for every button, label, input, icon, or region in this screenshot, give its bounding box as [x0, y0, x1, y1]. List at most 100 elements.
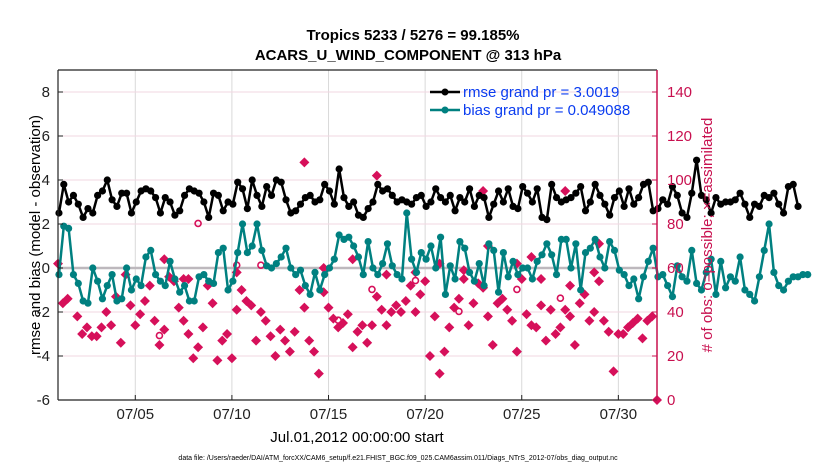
rmse-point [596, 191, 604, 199]
bias-point [494, 288, 503, 296]
y-left-axis-label: rmse and bias (model - observation) [27, 115, 44, 355]
rmse-point [755, 202, 764, 210]
bias-point [731, 277, 739, 285]
x-tick-label: 07/10 [213, 406, 251, 423]
obs-assimilated-marker [550, 329, 561, 339]
rmse-point [606, 211, 614, 219]
obs-assimilated-marker [381, 320, 392, 331]
rmse-point [219, 207, 227, 215]
obs-assimilated-marker [584, 315, 595, 326]
bias-point [335, 231, 343, 239]
obs-assimilated-marker [468, 298, 479, 309]
obs-assimilated-marker [251, 335, 262, 346]
obs-assimilated-marker [400, 296, 411, 306]
rmse-point [514, 205, 522, 213]
bias-point [567, 264, 575, 272]
bias-point [697, 286, 706, 294]
rmse-point [548, 180, 556, 188]
bias-point [74, 279, 82, 287]
bias-point [190, 297, 198, 305]
rmse-point [480, 194, 488, 202]
bias-point [412, 268, 421, 276]
obs-assimilated-marker [212, 355, 223, 366]
bias-point [639, 273, 648, 281]
obs-assimilated-marker [565, 311, 576, 322]
obs-assimilated-marker [193, 342, 204, 353]
bias-point [581, 249, 590, 257]
bias-point [741, 286, 749, 294]
rmse-point [277, 178, 285, 186]
obs-assimilated-marker [449, 302, 460, 313]
rmse-point [630, 200, 638, 208]
obs-assimilated-marker [130, 320, 141, 331]
bias-point [321, 271, 329, 279]
bias-point [350, 242, 358, 250]
obs-assimilated-marker [439, 346, 450, 357]
obs-assimilated-marker [569, 340, 580, 350]
y-right-tick-label: 40 [667, 304, 684, 321]
bias-point [127, 286, 136, 294]
bias-point [514, 271, 522, 279]
bias-point [369, 264, 377, 272]
obs-assimilated-marker [255, 307, 266, 317]
rmse-point [683, 213, 691, 221]
bias-point [65, 224, 73, 232]
y-right-tick-label: 120 [667, 128, 692, 145]
rmse-point [465, 185, 474, 193]
bias-point [296, 266, 305, 274]
bias-point [470, 277, 479, 285]
bias-point [523, 264, 532, 272]
bias-point [596, 253, 604, 261]
obs-assimilated-marker [589, 307, 600, 317]
obs-assimilated-marker [246, 300, 257, 311]
obs-assimilated-marker [594, 276, 605, 287]
rmse-point [572, 189, 580, 197]
bias-point [55, 271, 63, 279]
y-left-tick-label: 4 [42, 172, 50, 189]
obs-assimilated-marker [415, 289, 426, 300]
obs-assimilated-marker [531, 322, 542, 333]
obs-assimilated-marker [429, 311, 440, 322]
obs-assimilated-marker [632, 313, 643, 324]
bias-point [446, 262, 454, 270]
rmse-point [335, 165, 343, 173]
rmse-point [432, 185, 440, 193]
bias-point [760, 246, 768, 254]
obs-count-marker [299, 157, 310, 168]
bias-point [359, 271, 367, 279]
rmse-point [60, 180, 68, 188]
obs-assimilated-marker [260, 315, 271, 326]
obs-assimilated-marker [188, 353, 199, 364]
rmse-point [499, 198, 507, 206]
bias-point [543, 240, 551, 248]
rmse-point [55, 209, 63, 217]
rmse-point [470, 202, 479, 210]
rmse-point [697, 191, 706, 199]
rmse-point [746, 213, 754, 221]
rmse-point [461, 198, 469, 206]
chart-title-line2: ACARS_U_WIND_COMPONENT @ 313 hPa [255, 47, 562, 64]
rmse-point [65, 198, 73, 206]
rmse-point [610, 194, 619, 202]
bias-point [726, 273, 735, 281]
x-tick-labels: 07/05 07/10 07/15 07/20 07/25 07/30 [117, 395, 637, 423]
bias-point [354, 253, 363, 261]
obs-assimilated-marker [511, 346, 522, 357]
bias-point [122, 264, 131, 272]
obs-assimilated-marker [424, 351, 435, 361]
obs-assimilated-marker [434, 368, 445, 379]
obs-possible-marker [194, 219, 202, 228]
bias-point [282, 244, 290, 252]
rmse-point [253, 191, 261, 199]
obs-assimilated-marker [62, 293, 73, 304]
rmse-point [519, 183, 527, 191]
x-tick-label: 07/20 [406, 406, 444, 423]
bias-point [659, 271, 667, 279]
obs-assimilated-marker [154, 340, 165, 350]
bias-point [577, 286, 585, 294]
obs-assimilated-marker [608, 366, 619, 377]
obs-assimilated-marker [304, 335, 315, 346]
obs-assimilated-marker [507, 315, 518, 326]
rmse-point [296, 200, 305, 208]
bias-point [403, 209, 411, 217]
